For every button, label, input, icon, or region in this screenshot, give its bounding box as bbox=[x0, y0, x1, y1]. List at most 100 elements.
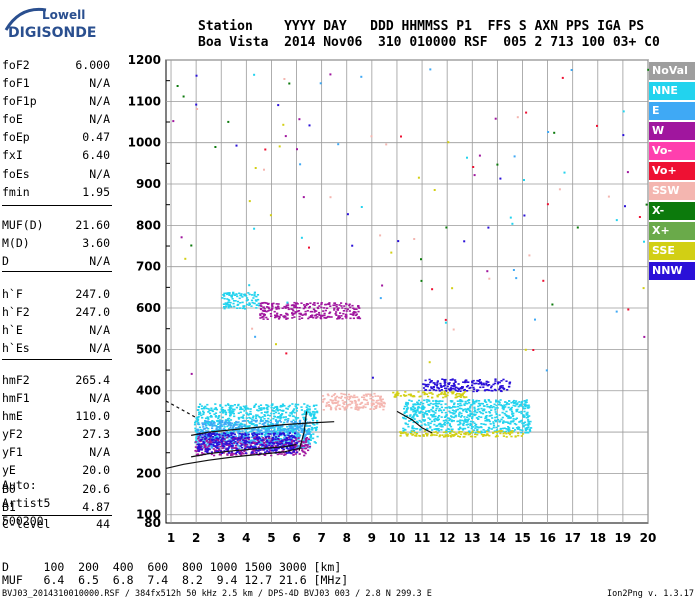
param-label: h`Es bbox=[2, 341, 30, 356]
data-point bbox=[517, 426, 520, 428]
y-tick-label: 1200 bbox=[128, 53, 161, 67]
data-point bbox=[524, 401, 527, 403]
data-point bbox=[293, 312, 296, 315]
data-point bbox=[249, 410, 252, 413]
data-point bbox=[420, 410, 423, 413]
data-point bbox=[502, 378, 505, 381]
data-point bbox=[291, 317, 294, 319]
data-point bbox=[197, 432, 200, 434]
data-point bbox=[266, 435, 269, 438]
data-point bbox=[402, 427, 405, 430]
param-value: 20.0 bbox=[82, 463, 110, 478]
data-point bbox=[251, 433, 254, 435]
data-point bbox=[486, 384, 489, 387]
data-point bbox=[208, 441, 211, 443]
data-point bbox=[208, 445, 211, 447]
data-point bbox=[276, 433, 279, 436]
data-point bbox=[223, 426, 226, 428]
noise-point bbox=[643, 240, 645, 243]
data-point bbox=[199, 440, 202, 442]
data-point bbox=[440, 429, 443, 431]
data-point bbox=[222, 412, 225, 414]
param-row: foF2 6.000 bbox=[2, 58, 110, 76]
data-point bbox=[262, 423, 265, 425]
data-point bbox=[439, 422, 442, 425]
data-point bbox=[246, 437, 249, 439]
data-point bbox=[304, 434, 307, 437]
data-point bbox=[325, 404, 328, 406]
data-point bbox=[246, 299, 249, 301]
data-point bbox=[499, 399, 502, 401]
noise-point bbox=[278, 145, 281, 148]
data-point bbox=[454, 381, 457, 383]
data-point bbox=[307, 425, 310, 427]
data-point bbox=[521, 429, 524, 432]
data-point bbox=[354, 406, 357, 409]
data-point bbox=[455, 409, 458, 411]
data-point bbox=[509, 432, 513, 434]
data-point bbox=[494, 389, 497, 392]
data-point bbox=[320, 317, 323, 320]
data-point bbox=[280, 442, 284, 445]
data-point bbox=[309, 431, 312, 433]
data-point bbox=[293, 408, 296, 410]
data-point bbox=[457, 432, 461, 434]
series-sse bbox=[392, 390, 525, 438]
data-point bbox=[225, 303, 228, 305]
data-point bbox=[204, 433, 207, 435]
data-point bbox=[275, 439, 278, 441]
data-point bbox=[194, 421, 197, 424]
data-point bbox=[226, 436, 229, 439]
data-point bbox=[308, 305, 311, 308]
data-point bbox=[310, 428, 313, 431]
data-point bbox=[442, 396, 445, 399]
data-point bbox=[446, 430, 449, 433]
data-point bbox=[314, 314, 317, 317]
data-point bbox=[215, 437, 218, 440]
data-point bbox=[291, 428, 294, 430]
data-point bbox=[258, 422, 261, 425]
data-point bbox=[474, 427, 477, 429]
data-point bbox=[224, 447, 227, 450]
param-value: N/A bbox=[89, 166, 110, 181]
data-point bbox=[202, 441, 205, 443]
x-tick-label: 18 bbox=[589, 531, 606, 545]
data-point bbox=[451, 378, 454, 380]
data-point bbox=[315, 310, 318, 312]
data-point bbox=[224, 434, 227, 437]
data-point bbox=[399, 431, 402, 433]
data-point bbox=[484, 434, 487, 437]
data-point bbox=[485, 382, 488, 385]
data-point bbox=[461, 400, 464, 403]
data-point bbox=[469, 423, 473, 426]
data-point bbox=[281, 405, 284, 407]
param-label: D bbox=[2, 254, 9, 269]
data-point bbox=[321, 395, 325, 397]
data-point bbox=[434, 412, 437, 414]
data-point bbox=[240, 416, 243, 419]
data-point bbox=[274, 315, 277, 318]
y-tick-label: 700 bbox=[136, 260, 161, 274]
data-point bbox=[273, 426, 276, 429]
data-point bbox=[446, 394, 449, 397]
data-point bbox=[210, 407, 213, 410]
data-point bbox=[454, 410, 457, 413]
data-point bbox=[440, 409, 443, 412]
data-point bbox=[445, 431, 448, 433]
noise-point bbox=[254, 335, 257, 338]
data-point bbox=[522, 407, 525, 410]
data-point bbox=[337, 307, 340, 309]
data-point bbox=[307, 438, 310, 440]
data-point bbox=[355, 308, 358, 310]
data-point bbox=[492, 426, 495, 429]
data-point bbox=[287, 405, 290, 408]
param-label: hmF2 bbox=[2, 373, 30, 387]
data-point bbox=[281, 429, 284, 432]
noise-point bbox=[624, 205, 626, 208]
data-point bbox=[285, 418, 288, 421]
data-point bbox=[240, 293, 243, 295]
data-point bbox=[309, 413, 313, 416]
data-point bbox=[458, 411, 461, 414]
data-point bbox=[509, 408, 512, 411]
data-point bbox=[240, 435, 243, 437]
